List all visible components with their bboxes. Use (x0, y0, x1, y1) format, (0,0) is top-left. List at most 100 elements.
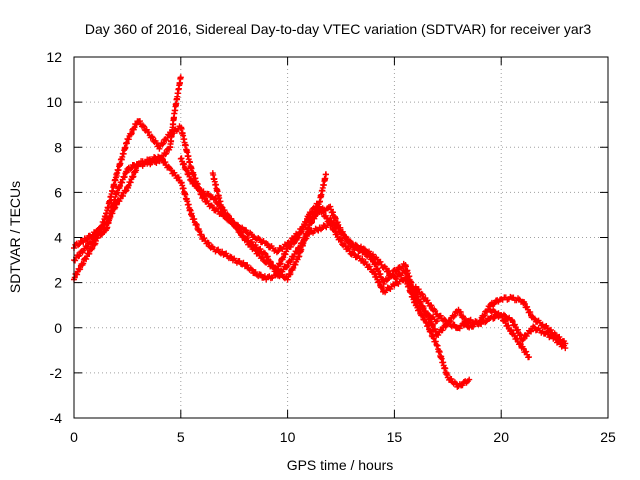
x-tick-label: 20 (493, 429, 509, 445)
y-tick-label: -4 (50, 410, 63, 426)
data-point (243, 263, 247, 266)
y-tick-label: -2 (50, 365, 63, 381)
data-point (168, 146, 172, 149)
data-point (467, 326, 471, 329)
data-point (350, 252, 353, 255)
data-point (361, 247, 364, 250)
data-point (115, 191, 118, 194)
y-tick-label: 0 (54, 320, 62, 336)
data-point (179, 76, 182, 79)
data-point (190, 179, 193, 183)
data-point (446, 322, 449, 325)
chart-title: Day 360 of 2016, Sidereal Day-to-day VTE… (85, 21, 591, 37)
data-point (329, 206, 332, 210)
data-point (158, 146, 161, 149)
data-point (177, 87, 180, 90)
data-point (467, 319, 471, 323)
data-point (265, 243, 268, 246)
data-point (521, 299, 524, 302)
ticks: 0 5 10 15 20 25 -4 -2 0 2 4 6 8 10 12 (46, 49, 616, 445)
plot-data (71, 74, 569, 390)
data-point (94, 231, 97, 235)
y-axis-label: SDTVAR / TECUs (7, 181, 23, 293)
data-point (393, 283, 396, 287)
x-tick-label: 0 (70, 429, 78, 445)
data-point (83, 258, 86, 262)
data-point (446, 376, 449, 379)
y-tick-label: 8 (54, 139, 62, 155)
y-tick-label: 6 (54, 184, 62, 200)
data-point (168, 168, 172, 172)
data-point (435, 313, 439, 316)
data-point (542, 331, 546, 334)
data-point (233, 258, 236, 262)
x-tick-label: 10 (280, 429, 296, 445)
data-point (190, 213, 193, 217)
data-point (350, 243, 353, 246)
x-tick-label: 5 (177, 429, 185, 445)
data-point (275, 272, 279, 275)
data-point (243, 229, 247, 232)
data-point (222, 213, 225, 217)
data-point (286, 243, 289, 246)
data-point (435, 333, 439, 336)
data-point (254, 272, 257, 275)
data-point (286, 276, 289, 280)
y-tick-label: 4 (54, 230, 62, 246)
data-point (115, 202, 118, 205)
data-point (265, 276, 268, 280)
data-point (425, 299, 428, 302)
data-point (147, 161, 150, 165)
x-axis-label: GPS time / hours (287, 457, 394, 473)
data-point (211, 173, 215, 176)
data-point (425, 313, 428, 316)
data-point (126, 139, 129, 142)
data-point (243, 236, 247, 239)
data-point (361, 258, 364, 262)
data-point (275, 249, 279, 253)
data-point (211, 195, 215, 199)
data-point (104, 213, 108, 217)
data-point (414, 285, 417, 289)
data-point (467, 378, 471, 381)
x-tick-label: 15 (387, 429, 403, 445)
data-point (553, 337, 556, 341)
data-point (211, 247, 215, 250)
data-point (489, 308, 492, 311)
data-point (318, 227, 321, 230)
data-point (307, 218, 311, 221)
data-point (510, 319, 514, 323)
y-tick-label: 2 (54, 275, 62, 291)
data-point (339, 231, 343, 235)
data-point (190, 168, 193, 172)
data-point (136, 164, 140, 167)
data-point (382, 281, 385, 284)
data-point (324, 173, 328, 176)
data-point (435, 319, 439, 323)
data-point (83, 247, 86, 250)
data-point (286, 263, 289, 266)
y-tick-label: 10 (46, 94, 62, 110)
data-point (297, 231, 300, 235)
data-point (521, 337, 524, 341)
data-point (510, 297, 514, 300)
data-point (254, 236, 257, 239)
data-point (126, 186, 129, 190)
data-point (403, 270, 407, 273)
data-point (179, 179, 182, 183)
data-point (500, 315, 503, 318)
data-point (233, 222, 236, 226)
data-point (393, 270, 396, 273)
data-point (179, 125, 182, 129)
data-point (222, 252, 225, 255)
data-point (532, 317, 535, 320)
data-point (329, 218, 332, 221)
x-tick-label: 25 (600, 429, 616, 445)
data-point (527, 355, 531, 359)
data-point (254, 245, 257, 248)
data-point (318, 200, 321, 203)
data-point (179, 157, 182, 160)
data-point (532, 326, 535, 329)
data-point (211, 206, 215, 210)
